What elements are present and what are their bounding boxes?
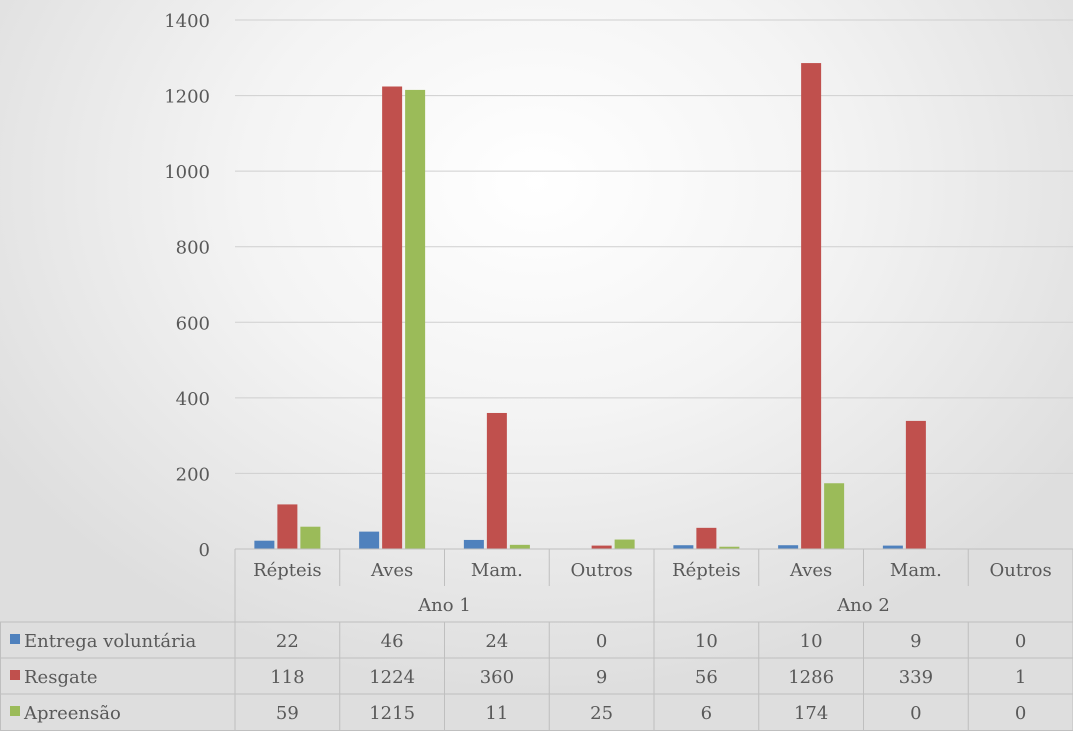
y-tick-label: 1000	[164, 162, 210, 183]
category-label: Outros	[570, 560, 632, 581]
bar	[719, 546, 740, 549]
series-label: Apreensão	[23, 703, 121, 724]
table-cell-value: 24	[485, 631, 508, 652]
series-label: Resgate	[24, 667, 98, 688]
table-cell-value: 1	[1015, 667, 1026, 688]
bar	[463, 539, 484, 549]
bar	[359, 531, 380, 549]
category-label: Répteis	[253, 560, 322, 581]
table-cell-value: 174	[794, 703, 828, 724]
bar	[254, 540, 275, 549]
bar	[614, 539, 635, 549]
table-cell-value: 0	[1015, 703, 1026, 724]
y-tick-label: 800	[176, 238, 210, 259]
bar	[591, 545, 612, 549]
table-cell-value: 0	[596, 631, 607, 652]
legend-key	[10, 634, 20, 644]
category-label: Mam.	[890, 560, 942, 581]
table-cell-value: 1215	[369, 703, 415, 724]
series-label: Entrega voluntária	[24, 631, 196, 652]
table-cell-value: 1224	[369, 667, 415, 688]
data-table: Répteis Aves Mam. Outros Répteis Aves Mam. Outr…	[0, 548, 1073, 731]
bars	[254, 63, 1031, 550]
table-cell-value: 25	[590, 703, 613, 724]
y-tick-label: 1200	[164, 87, 210, 108]
bar	[277, 504, 298, 549]
bar	[486, 412, 507, 549]
table-cell-value: 6	[701, 703, 712, 724]
bar	[300, 526, 321, 549]
category-label: Outros	[989, 560, 1051, 581]
bar	[405, 89, 426, 550]
category-label: Répteis	[672, 560, 741, 581]
table-cell-value: 0	[1015, 631, 1026, 652]
bar	[801, 63, 822, 549]
table-cell-value: 46	[381, 631, 404, 652]
table-cell-value: 1286	[788, 667, 834, 688]
y-tick-label: 400	[176, 389, 210, 410]
category-label: Aves	[789, 560, 832, 581]
y-tick-label: 600	[176, 313, 210, 334]
bar	[882, 545, 903, 549]
table-cell-value: 360	[480, 667, 514, 688]
group-label: Ano 2	[836, 595, 890, 616]
y-tick-label: 0	[199, 540, 210, 561]
legend-key	[10, 670, 20, 680]
table-cell-value: 118	[270, 667, 304, 688]
table-cell-value: 56	[695, 667, 718, 688]
y-tick-label: 200	[176, 464, 210, 485]
y-tick-label: 1400	[164, 11, 210, 32]
bar	[778, 545, 799, 549]
y-axis-ticks: 0 200 400 600 800 1000 1200 1400	[164, 11, 210, 561]
group-label: Ano 1	[417, 595, 471, 616]
table-cell-value: 59	[276, 703, 299, 724]
bar	[905, 420, 926, 549]
table-cell-value: 9	[596, 667, 607, 688]
bar	[673, 545, 694, 549]
table-cell-value: 10	[800, 631, 823, 652]
table-cell-value: 11	[485, 703, 508, 724]
table-cell-value: 9	[910, 631, 921, 652]
table-cell-value: 0	[910, 703, 921, 724]
bar	[696, 527, 717, 549]
category-label: Mam.	[471, 560, 523, 581]
table-cell-value: 339	[899, 667, 933, 688]
bar	[824, 483, 845, 549]
bar	[509, 544, 530, 549]
category-label: Aves	[370, 560, 413, 581]
table-cell-value: 10	[695, 631, 718, 652]
legend-key	[10, 706, 20, 716]
bar	[382, 86, 403, 549]
gridlines	[235, 19, 1073, 474]
table-cell-value: 22	[276, 631, 299, 652]
